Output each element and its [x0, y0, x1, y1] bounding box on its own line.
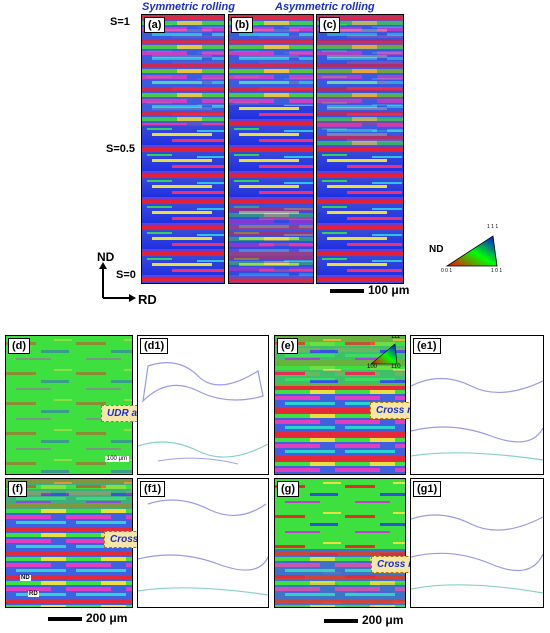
- scale-label-top: 100 μm: [368, 283, 410, 297]
- grain-map-e1: (e1): [410, 335, 544, 475]
- scale-bar-bottom-left: [48, 617, 82, 621]
- label-s1: S=1: [110, 16, 130, 28]
- e-ipf-110: 110: [391, 364, 401, 370]
- panel-label-e: (e): [277, 338, 299, 354]
- f-inset-axes: ND RD: [10, 575, 44, 603]
- panel-label-c: (c): [319, 17, 341, 33]
- scale-bar-bottom-right: [324, 619, 358, 623]
- ipf-triangle-icon: [445, 235, 498, 267]
- panel-label-g: (g): [277, 481, 300, 497]
- ipf-legend: ND 1 1 1 0 0 1 1 0 1: [423, 224, 503, 274]
- label-s0: S=0: [116, 269, 136, 281]
- axis-rd-label: RD: [138, 292, 157, 307]
- ebsd-map-g: (g): [274, 478, 406, 608]
- scale-label-bottom-left: 200 μm: [86, 611, 128, 625]
- ebsd-map-a: (a): [141, 14, 225, 284]
- e-ipf-inset: 111 100 110: [367, 336, 403, 370]
- ebsd-map-f: (f) ND RD: [5, 478, 133, 608]
- panel-label-e1: (e1): [413, 338, 441, 354]
- grain-map-d1: (d1): [137, 335, 269, 475]
- ipf-nd-label: ND: [429, 244, 444, 255]
- panel-label-b: (b): [231, 17, 254, 33]
- ipf-101: 1 0 1: [491, 268, 503, 274]
- f-inset-rd: RD: [28, 591, 39, 597]
- panel-label-g1: (g1): [413, 481, 442, 497]
- scale-label-bottom-right: 200 μm: [362, 613, 404, 627]
- panel-label-d: (d): [8, 338, 31, 354]
- panel-label-d1: (d1): [140, 338, 169, 354]
- ipf-001: 0 0 1: [441, 268, 453, 274]
- panel-label-a: (a): [144, 17, 166, 33]
- panel-label-f1: (f1): [140, 481, 166, 497]
- d-inset-scale: 100 μm: [104, 456, 129, 462]
- axis-arrows: [99, 262, 136, 302]
- ipf-111: 1 1 1: [487, 224, 499, 230]
- grain-map-g1: (g1): [410, 478, 544, 608]
- title-asymmetric-rolling: Asymmetric rolling: [275, 1, 375, 13]
- grain-map-f1: (f1): [137, 478, 269, 608]
- title-symmetric-rolling: Symmetric rolling: [142, 1, 235, 13]
- e-ipf-111: 111: [391, 335, 401, 340]
- e-ipf-100: 100: [367, 364, 378, 370]
- ebsd-map-b: (b): [228, 14, 314, 284]
- f-inset-nd: ND: [20, 575, 31, 581]
- scale-bar-top: [330, 289, 364, 293]
- panel-label-f: (f): [8, 481, 27, 497]
- label-s05: S=0.5: [106, 143, 136, 155]
- axis-nd-label: ND: [97, 250, 115, 264]
- ebsd-map-c: (c): [316, 14, 404, 284]
